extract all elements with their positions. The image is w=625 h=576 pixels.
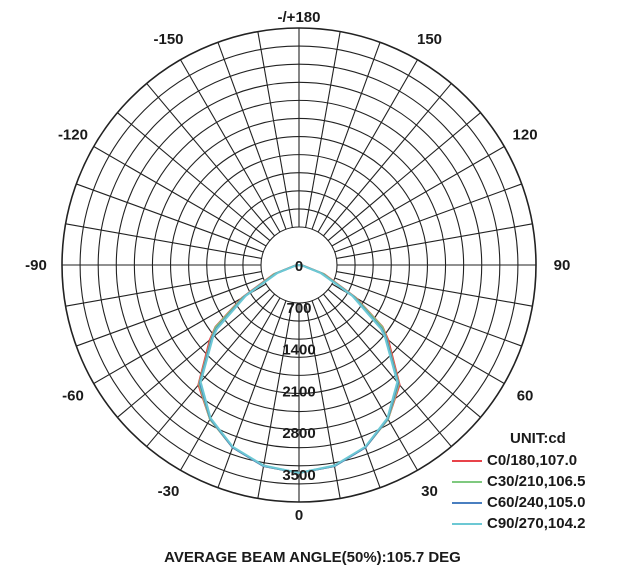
grid-spoke [146,293,275,447]
axis-labels: -/+180 150 120 90 60 30 0 -30 -60 -90 -120 -150 0 700… [25,9,570,524]
legend-label: C90/270,104.2 [487,515,586,532]
grid-spoke [217,42,287,230]
angle-label: -/+180 [278,9,321,26]
grid-spoke [65,271,262,307]
legend-item: C60/240,105.0 [452,492,625,513]
series-curve [199,264,399,474]
radial-tick-label: 3500 [282,467,315,484]
grid-spoke [146,83,275,237]
grid-spoke [65,223,262,259]
grid-spoke [93,283,267,384]
grid-spoke [117,112,271,241]
angle-label: 60 [517,388,534,405]
legend-swatch [452,480,482,483]
angle-label: 150 [417,31,442,48]
radial-tick-label: 700 [286,300,311,317]
angle-label: 90 [554,257,571,274]
grid-spoke [336,223,533,259]
grid-spoke [323,293,452,447]
legend-swatch [452,501,482,504]
angle-label: 120 [513,127,538,144]
grid-spoke [180,297,281,471]
radial-tick-label: 1400 [282,342,315,359]
grid-spoke [331,146,505,247]
grid-spoke [305,31,341,228]
grid-spoke [76,277,264,347]
grid-spoke [311,300,381,488]
intensity-curves [197,264,401,474]
radial-tick-label: 2800 [282,425,315,442]
legend-item: C0/180,107.0 [452,450,625,471]
grid-spoke [117,289,271,418]
legend-label: C30/210,106.5 [487,473,586,490]
grid-spoke [217,300,287,488]
radial-tick-label: 0 [295,258,303,275]
legend-swatch [452,522,482,525]
grid-spoke [311,42,381,230]
grid-spoke [317,297,418,471]
grid-spoke [257,31,293,228]
radial-tick-label: 2100 [282,383,315,400]
legend-label: C60/240,105.0 [487,494,586,511]
grid-spoke [336,271,533,307]
angle-label: -60 [62,388,84,405]
grid-spoke [331,283,505,384]
legend: UNIT:cd C0/180,107.0 C30/210,106.5 C60/240… [452,430,625,534]
legend-label: C0/180,107.0 [487,452,578,469]
beam-angle-footer: AVERAGE BEAM ANGLE(50%):105.7 DEG [164,549,461,566]
grid-spoke [317,59,418,233]
grid-spoke [93,146,267,247]
unit-label: UNIT:cd [510,430,566,447]
angle-label: 0 [295,507,303,524]
angle-label: -90 [25,257,47,274]
grid-spoke [334,183,522,253]
legend-item: C30/210,106.5 [452,471,625,492]
angle-label: 30 [421,483,438,500]
grid-spoke [323,83,452,237]
legend-swatch [452,459,482,462]
legend-item: C90/270,104.2 [452,513,625,534]
angle-label: -30 [158,483,180,500]
grid-spoke [327,289,481,418]
polar-grid [61,27,537,503]
angle-label: -120 [58,127,88,144]
grid-spoke [180,59,281,233]
angle-label: -150 [153,31,183,48]
grid-spoke [327,112,481,241]
grid-spoke [76,183,264,253]
grid-spoke [334,277,522,347]
